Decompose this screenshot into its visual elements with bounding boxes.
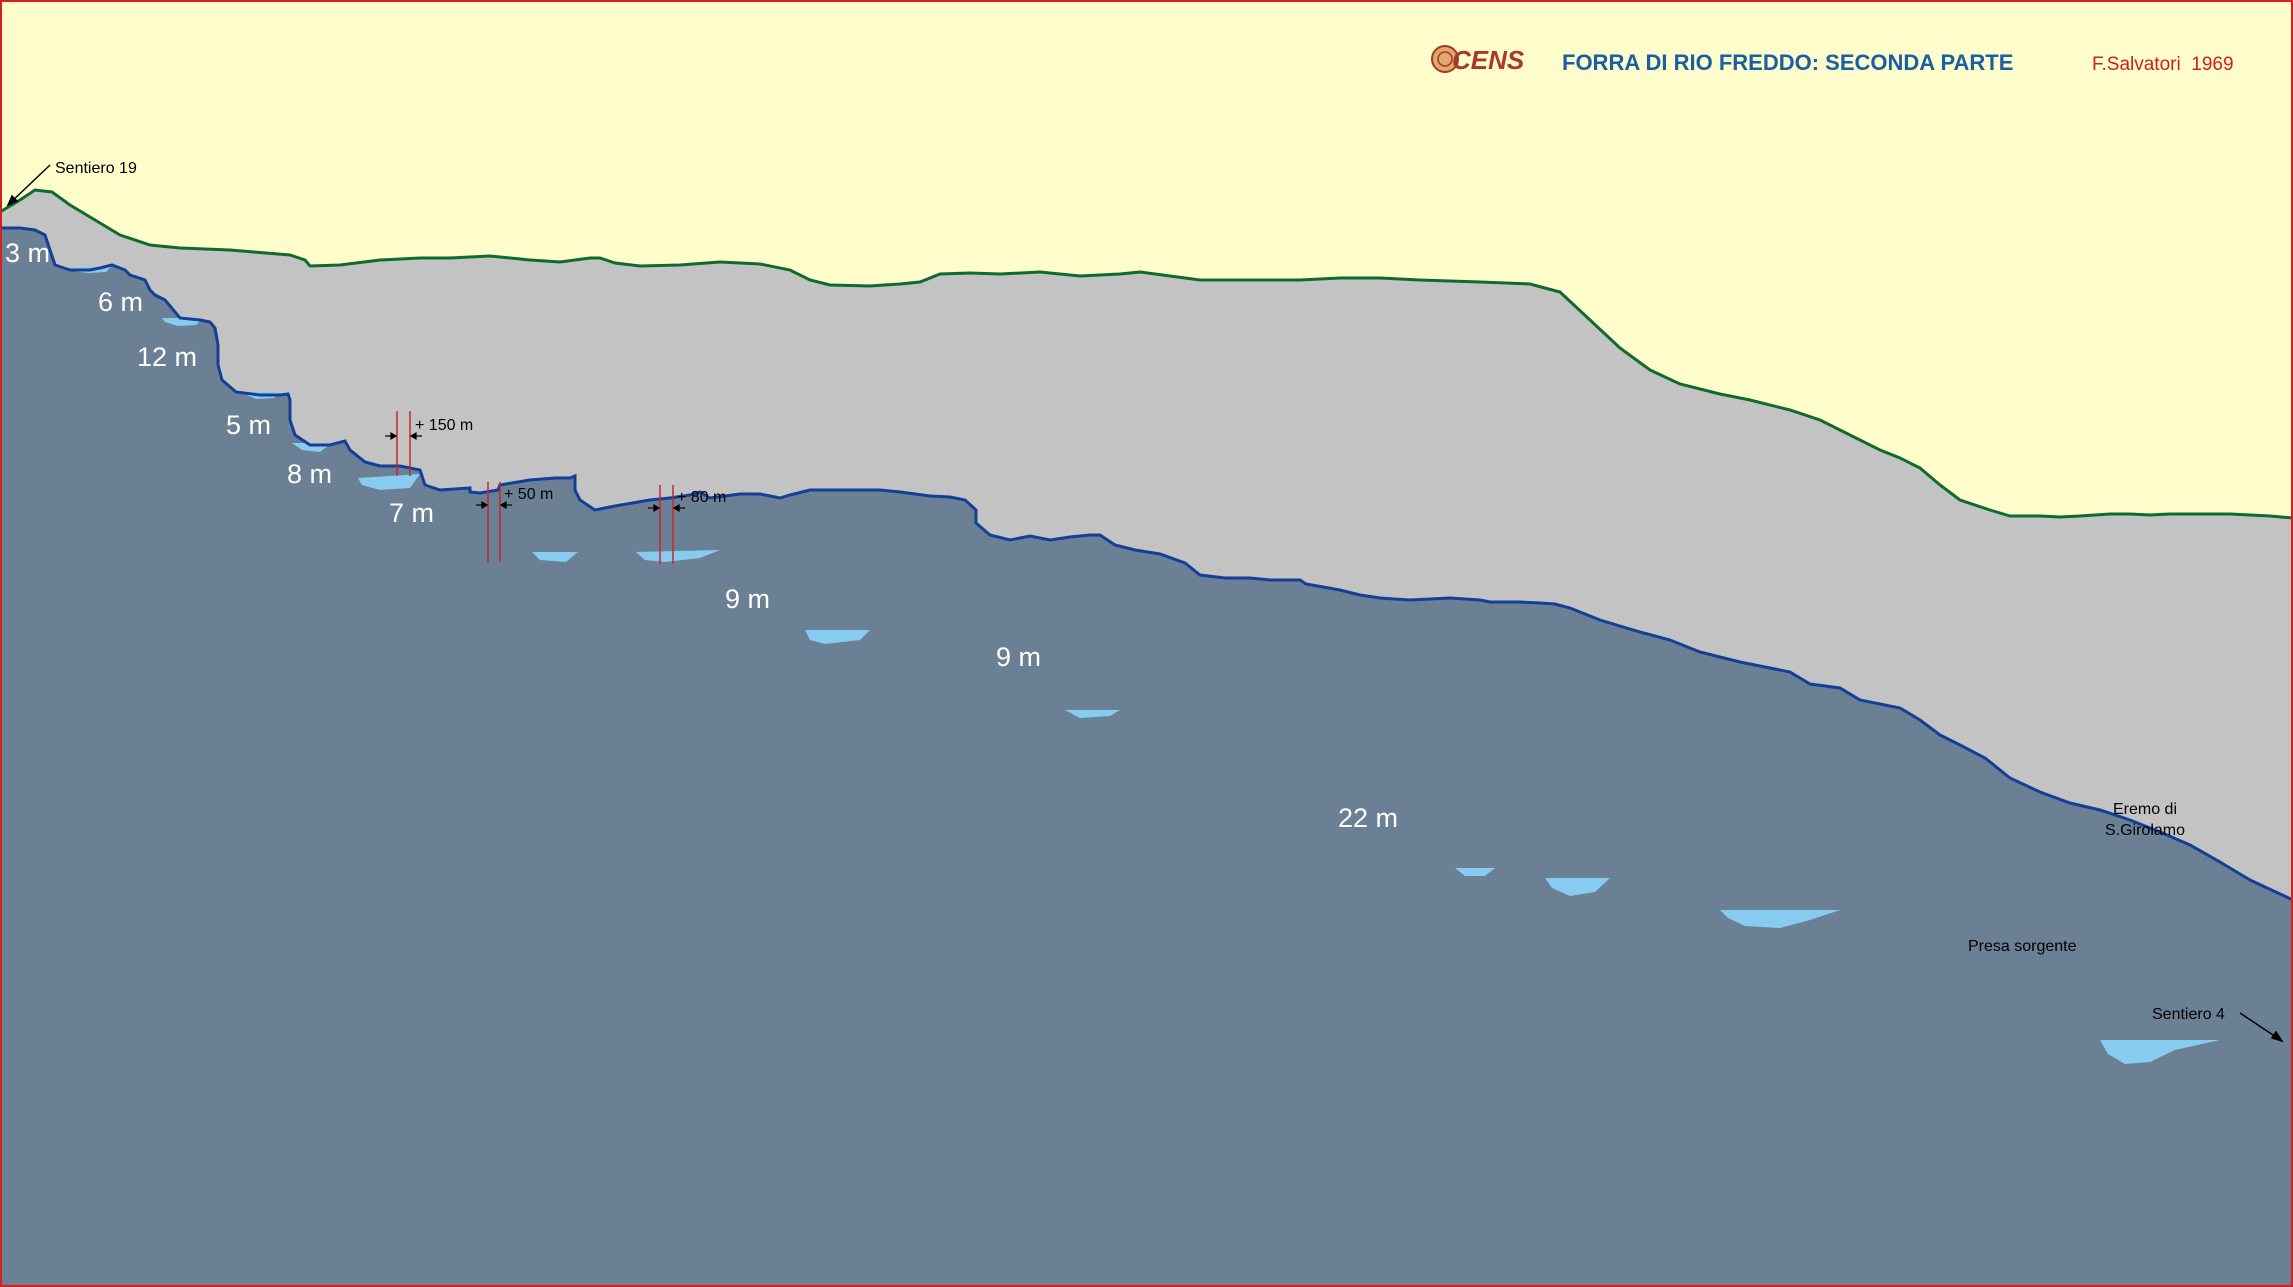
- drop-label-8: 9 m: [996, 642, 1041, 672]
- arrow-to-end: [2270, 1030, 2284, 1043]
- pool-7: [636, 550, 720, 562]
- drop-label-2: 6 m: [98, 287, 143, 317]
- cens-logo-icon: [1431, 45, 1459, 73]
- pool-13: [2100, 1040, 2220, 1064]
- pool-5: [358, 474, 420, 490]
- place-label-presa: Presa sorgente: [1968, 938, 2077, 955]
- arrow-to-start: [6, 194, 19, 207]
- drop-label-3: 12 m: [137, 342, 197, 372]
- place-arrows: [6, 164, 2284, 1043]
- drop-label-9: 22 m: [1338, 803, 1398, 833]
- gap-arrows: [385, 431, 685, 513]
- drop-label-5: 8 m: [287, 459, 332, 489]
- pool-9: [1065, 710, 1120, 718]
- drop-label-7: 9 m: [725, 584, 770, 614]
- place-label-eremo-2: S.Girolamo: [2105, 822, 2185, 839]
- gap-label-50: + 50 m: [504, 486, 553, 503]
- gap-markers: [396, 411, 674, 564]
- ridge-line: [0, 188, 2293, 520]
- place-label-start: Sentiero 19: [55, 160, 137, 177]
- gap-label-80: + 80 m: [677, 489, 726, 506]
- pool-10: [1455, 868, 1495, 876]
- drop-label-1: 3 m: [5, 238, 50, 268]
- pool-11: [1545, 878, 1610, 896]
- drop-label-6: 7 m: [389, 498, 434, 528]
- pool-6: [532, 552, 578, 562]
- drop-label-4: 5 m: [226, 410, 271, 440]
- author-credit: F.Salvatori 1969: [2092, 54, 2234, 75]
- logo-text: CENS: [1452, 45, 1525, 75]
- pool-12: [1720, 910, 1840, 928]
- pool-8: [805, 630, 870, 644]
- rock-mass: [0, 228, 2293, 1287]
- diagram-title: FORRA DI RIO FREDDO: SECONDA PARTE: [1562, 50, 2013, 75]
- place-label-end: Sentiero 4: [2152, 1006, 2225, 1023]
- place-label-eremo-1: Eremo di: [2113, 801, 2177, 818]
- streambed-line: [0, 226, 2293, 902]
- gap-label-150: + 150 m: [415, 417, 473, 434]
